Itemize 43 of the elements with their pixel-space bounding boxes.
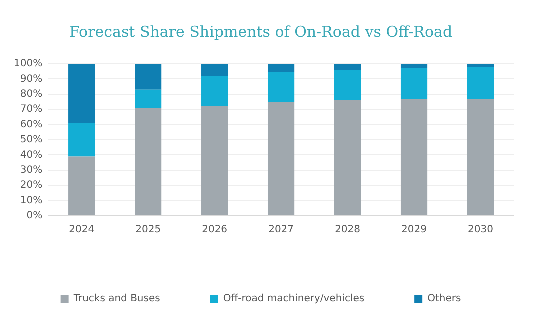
legend-label: Others: [428, 294, 462, 305]
bar: [202, 106, 228, 216]
bar: [467, 67, 494, 99]
y-tick-label: 0%: [26, 210, 43, 222]
bar: [202, 76, 228, 107]
x-tick-label: 2024: [69, 224, 95, 236]
y-tick-label: 90%: [20, 74, 43, 85]
x-tick-label: 2029: [402, 224, 427, 236]
y-tick-label: 100%: [14, 58, 43, 70]
bar: [202, 64, 228, 76]
y-tick-label: 10%: [20, 195, 43, 206]
bar: [268, 102, 295, 216]
y-tick-label: 30%: [20, 164, 43, 176]
bar: [467, 98, 494, 216]
chart-title: Forecast Share Shipments of On-Road vs Off-Road: [69, 22, 453, 41]
bar: [334, 100, 362, 216]
bar: [68, 156, 96, 216]
y-tick-label: 60%: [20, 119, 43, 130]
x-tick-label: 2026: [202, 224, 228, 236]
y-tick-label: 80%: [20, 88, 43, 100]
x-tick-label: 2028: [335, 224, 361, 236]
bar: [334, 70, 362, 100]
bar: [400, 64, 428, 69]
y-tick-label: 20%: [20, 180, 43, 192]
y-tick-label: 50%: [20, 134, 43, 146]
bar: [68, 64, 96, 124]
bar: [467, 64, 494, 68]
y-tick-label: 40%: [20, 150, 43, 161]
x-tick-label: 2030: [468, 224, 494, 236]
x-tick-label: 2025: [136, 224, 162, 236]
x-tick-label: 2027: [268, 224, 294, 236]
bar: [68, 123, 96, 157]
bar: [135, 64, 162, 90]
bar: [268, 64, 295, 72]
bar: [400, 98, 428, 216]
legend-label: Off-road machinery/vehicles: [223, 294, 365, 305]
bar: [135, 108, 162, 216]
bar: [268, 72, 295, 102]
legend-label: Trucks and Buses: [72, 294, 160, 305]
bar: [400, 68, 428, 99]
bar: [135, 90, 162, 108]
bar: [334, 64, 362, 70]
y-tick-label: 70%: [20, 104, 43, 116]
